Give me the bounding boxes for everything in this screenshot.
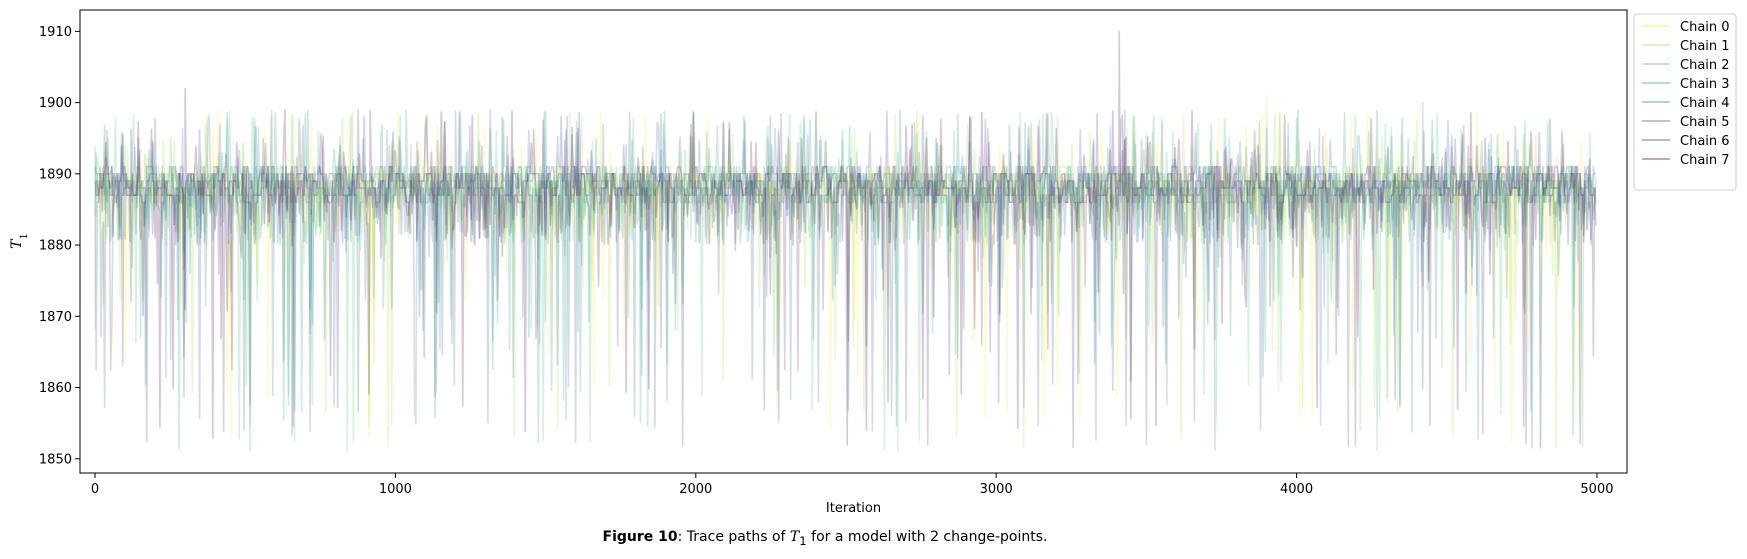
- legend-item[interactable]: Chain 5: [1642, 115, 1730, 130]
- trace-chain-0: [95, 110, 1597, 444]
- legend-frame: [1633, 13, 1737, 191]
- trace-chain-2: [94, 110, 1597, 453]
- legend-label: Chain 1: [1680, 39, 1730, 54]
- trace-chain-1: [94, 94, 1596, 451]
- caption-text-after: for a model with 2 change-points.: [806, 529, 1048, 545]
- legend-item[interactable]: Chain 0: [1642, 20, 1730, 35]
- trace-chain-3: [94, 101, 1597, 452]
- caption-subscript: 1: [799, 533, 807, 548]
- y-tick-label: 1850: [39, 452, 72, 467]
- trace-chain-4: [94, 109, 1597, 443]
- legend-item[interactable]: Chain 1: [1642, 39, 1730, 54]
- y-tick-label: 1860: [39, 381, 72, 396]
- legend-items: Chain 0 Chain 1 Chain 2 Chain 3 Chain 4 Chain…: [1642, 20, 1730, 168]
- x-tick-label: 5000: [1580, 482, 1613, 497]
- legend-label: Chain 5: [1680, 115, 1730, 130]
- legend-label: Chain 4: [1680, 96, 1730, 111]
- legend-label: Chain 2: [1680, 58, 1730, 73]
- legend-item[interactable]: Chain 6: [1642, 134, 1730, 149]
- y-tick-label: 1880: [39, 239, 72, 254]
- plot-background: [80, 10, 1627, 473]
- series-layer: [94, 30, 1597, 453]
- y-tick-label: 1910: [39, 25, 72, 40]
- legend[interactable]: Chain 0 Chain 1 Chain 2 Chain 3 Chain 4 Chain…: [1633, 13, 1737, 191]
- x-tick-label: 2000: [679, 482, 712, 497]
- legend-label: Chain 7: [1680, 153, 1730, 168]
- caption-text-before: : Trace paths of: [677, 529, 790, 545]
- plot-area: [79, 9, 1628, 474]
- legend-label: Chain 0: [1680, 20, 1730, 35]
- plot-frame: [79, 9, 1628, 474]
- y-axis: 1850 1860 1870 1880 1890 1900 1910: [39, 25, 80, 467]
- x-tick-label: 1000: [379, 482, 412, 497]
- trace-chain-5: [94, 109, 1596, 449]
- y-axis-label: T1: [9, 233, 30, 249]
- y-tick-label: 1900: [39, 96, 72, 111]
- trace-chain-7: [94, 30, 1597, 446]
- legend-item[interactable]: Chain 7: [1642, 153, 1730, 168]
- x-tick-label: 0: [91, 482, 99, 497]
- legend-item[interactable]: Chain 2: [1642, 58, 1730, 73]
- figure-caption: Figure 10: Trace paths of T1 for a model…: [0, 529, 1650, 548]
- y-tick-label: 1870: [39, 310, 72, 325]
- legend-item[interactable]: Chain 4: [1642, 96, 1730, 111]
- legend-label: Chain 3: [1680, 77, 1730, 92]
- legend-label: Chain 6: [1680, 134, 1730, 149]
- x-tick-label: 4000: [1280, 482, 1313, 497]
- x-axis: 0 1000 2000 3000 4000 5000: [91, 473, 1614, 497]
- caption-symbol: T: [789, 529, 800, 545]
- trace-chain-6: [94, 109, 1596, 449]
- y-axis-label-subscript: 1: [19, 233, 30, 239]
- x-tick-label: 3000: [980, 482, 1013, 497]
- y-tick-label: 1890: [39, 167, 72, 182]
- x-axis-label: Iteration: [826, 501, 881, 516]
- legend-item[interactable]: Chain 3: [1642, 77, 1730, 92]
- caption-label: Figure 10: [602, 529, 678, 545]
- y-axis-label-symbol: T: [9, 238, 25, 249]
